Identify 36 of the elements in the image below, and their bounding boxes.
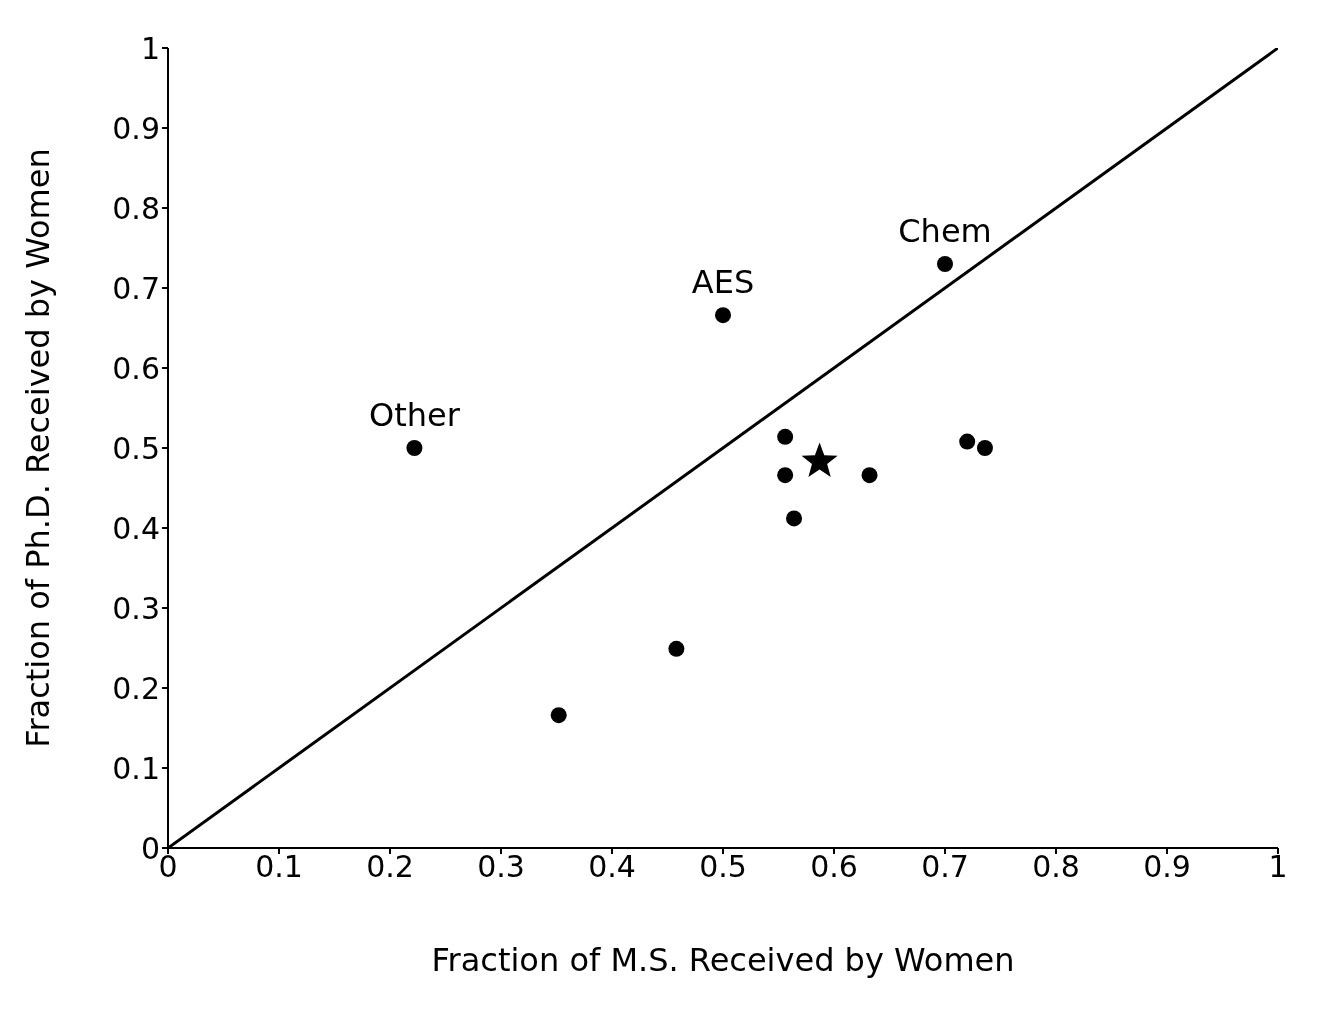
point	[861, 467, 878, 484]
y-tick-label: 0.4	[112, 510, 160, 546]
point	[777, 467, 794, 484]
y-tick-label: 0.1	[112, 750, 160, 786]
x-tick-label: 0.3	[477, 849, 525, 885]
point	[976, 440, 993, 456]
y-tick-label: 0.2	[112, 670, 160, 706]
x-tick-label: 0.8	[1032, 849, 1080, 885]
x-axis-title: Fraction of M.S. Received by Women	[431, 940, 1015, 979]
y-tick-label: 0.8	[112, 190, 160, 226]
point	[937, 256, 953, 272]
annotation: Other	[368, 396, 461, 434]
y-tick-label: 1	[140, 30, 160, 66]
x-tick-label: 1	[1268, 849, 1288, 885]
point	[406, 440, 423, 456]
point	[959, 433, 976, 450]
x-tick-label: 0.9	[1143, 849, 1191, 885]
x-tick-label: 0.4	[588, 849, 636, 885]
x-tick-label: 0.2	[366, 849, 414, 885]
x-tick-label: 0.6	[810, 849, 858, 885]
point	[777, 428, 794, 445]
point	[550, 707, 567, 724]
point	[668, 640, 685, 657]
y-tick-label: 0.3	[112, 590, 160, 626]
point	[786, 510, 803, 527]
x-tick-label: 0.7	[921, 849, 969, 885]
x-tick-label: 0.1	[255, 849, 303, 885]
x-tick-label: 0.5	[699, 849, 747, 885]
y-tick-label: 0.9	[112, 110, 160, 146]
point	[715, 307, 731, 324]
y-tick-label: 0.5	[112, 430, 160, 466]
y-axis-title: Fraction of Ph.D. Received by Women	[19, 148, 58, 748]
y-tick-label: 0.6	[112, 350, 160, 386]
annotation: AES	[691, 263, 755, 302]
y-tick-label: 0.7	[112, 270, 160, 306]
annotation: Chem	[898, 212, 992, 250]
